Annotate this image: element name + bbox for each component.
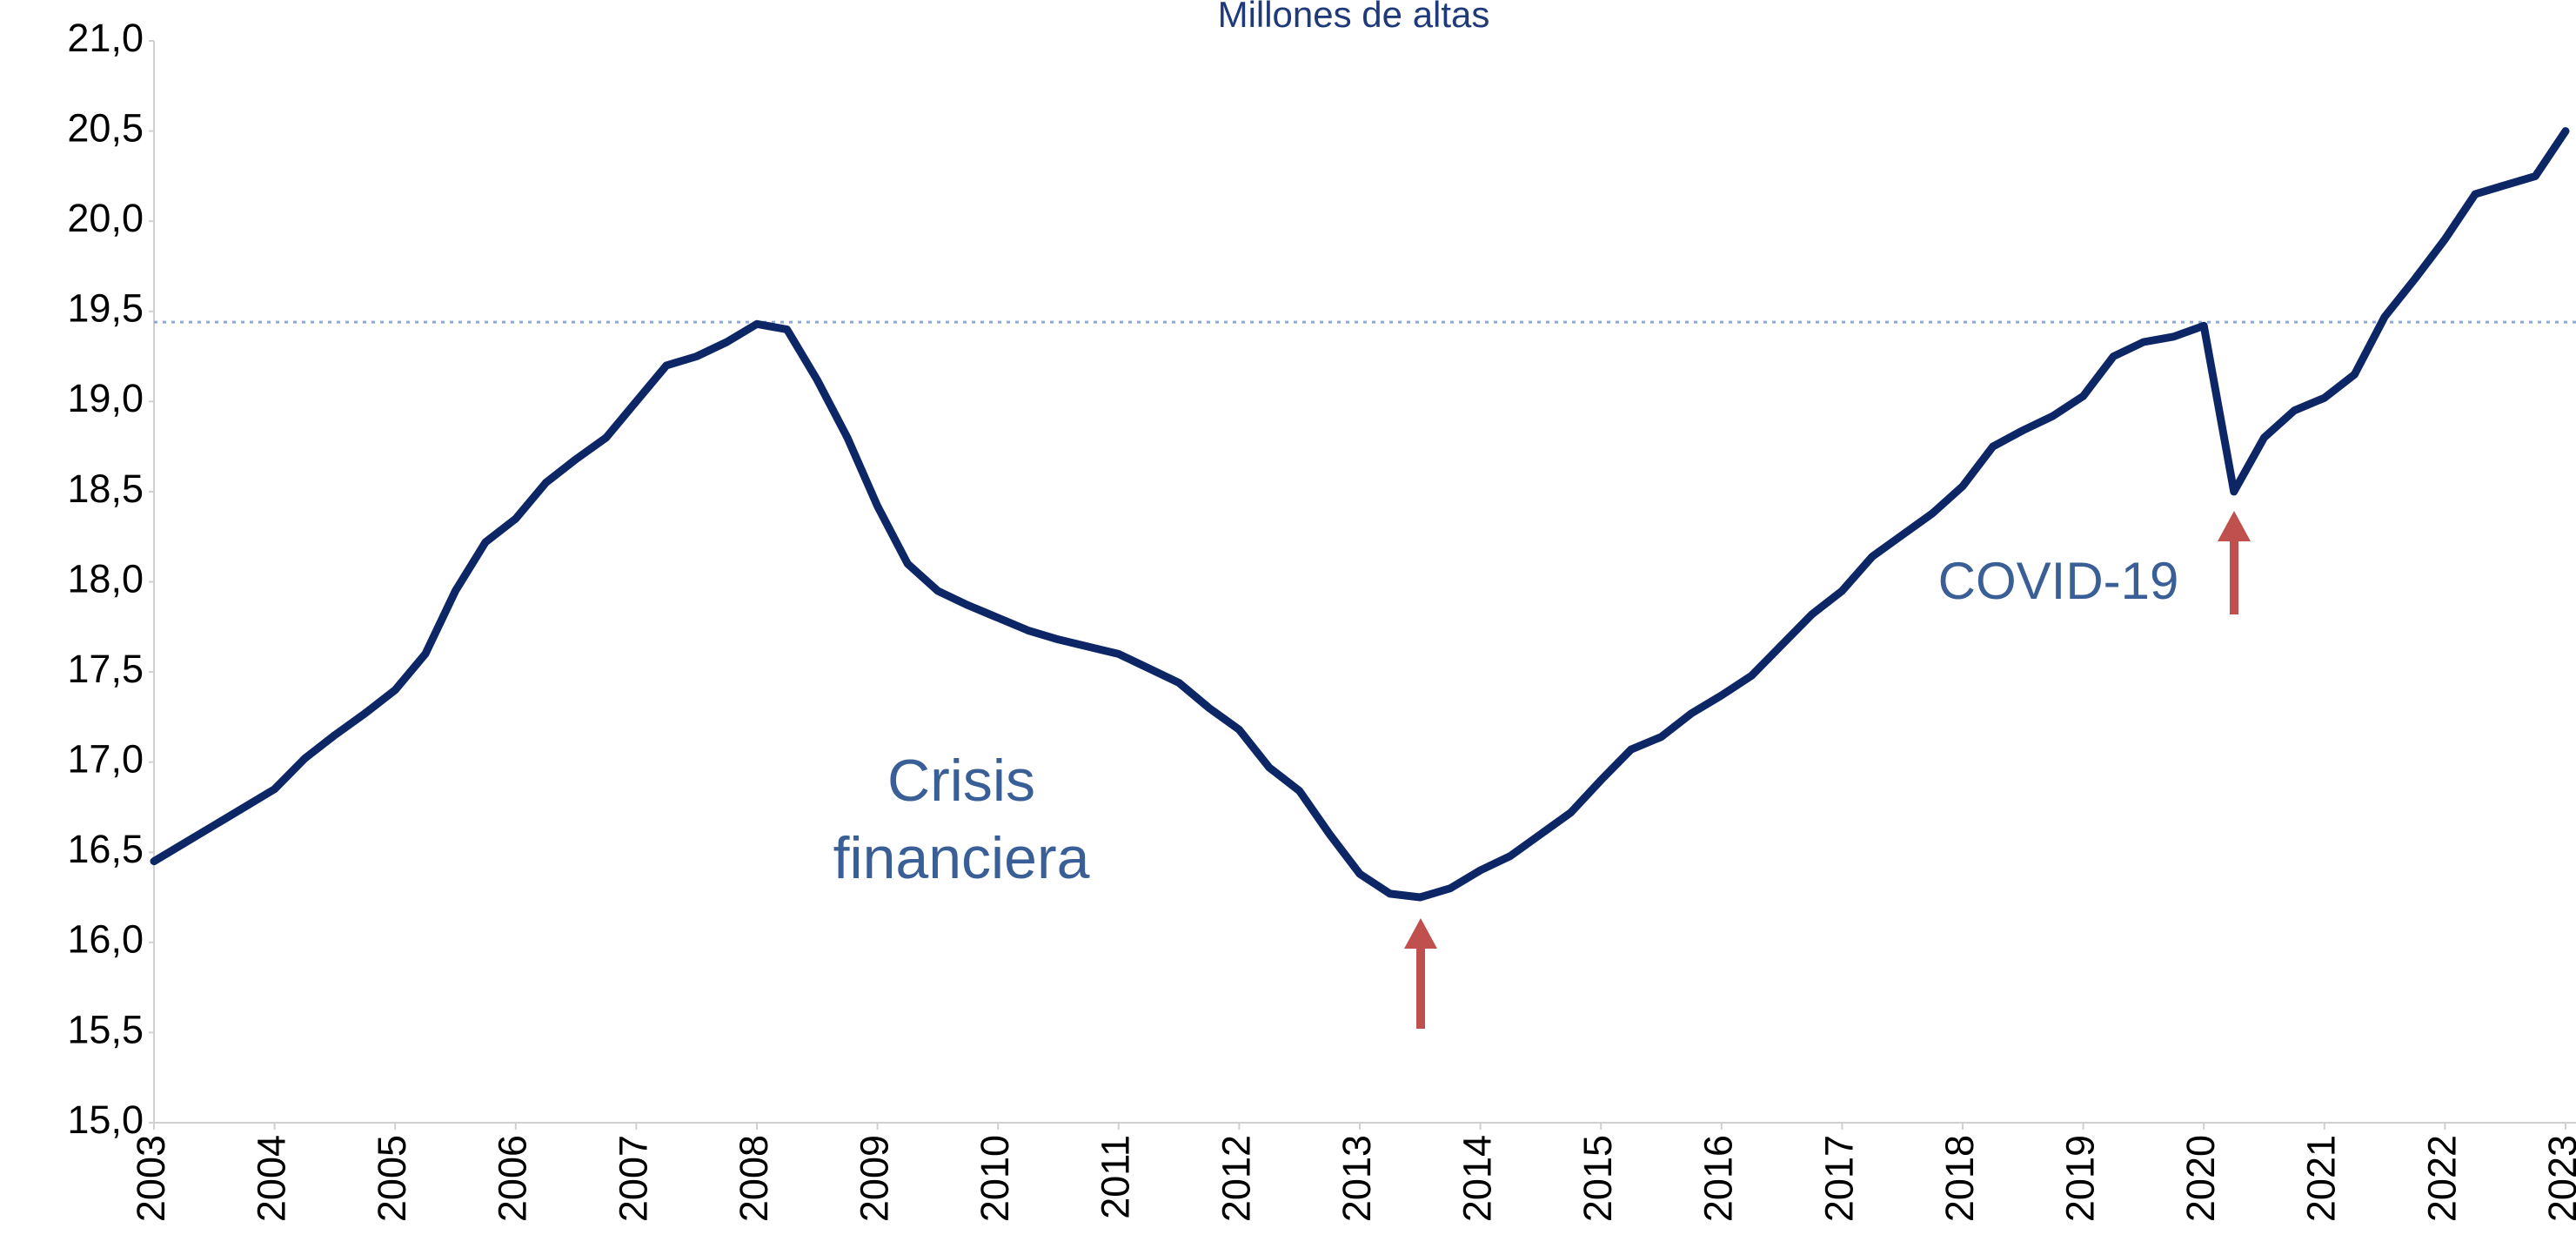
y-tick-label: 18,5 [67,466,144,511]
x-tick-label: 2019 [2057,1135,2102,1222]
y-tick-label: 20,0 [67,196,144,240]
x-tick-label: 2021 [2299,1135,2344,1222]
x-tick-label: 2018 [1937,1135,1982,1222]
x-tick-label: 2003 [129,1135,173,1222]
y-tick-label: 21,0 [67,16,144,60]
arrows [1404,511,2251,1029]
y-tick-label: 15,0 [67,1097,144,1142]
x-tick-label: 2017 [1817,1135,1861,1222]
x-tick-label: 2006 [491,1135,535,1222]
y-tick-label: 18,0 [67,556,144,601]
y-tick-label: 16,0 [67,917,144,962]
y-tick-label: 16,5 [67,827,144,871]
chart-title: Millones de altas [1218,0,1490,35]
x-tick-label: 2016 [1696,1135,1741,1222]
annotation: Crisis [887,748,1035,814]
arrow-head [1404,918,1437,949]
x-tick-label: 2004 [249,1135,293,1222]
y-tick-label: 17,0 [67,737,144,782]
y-tick-label: 15,5 [67,1007,144,1051]
arrow-head [2218,511,2251,541]
x-tick-label: 2020 [2178,1135,2223,1222]
y-tick-label: 20,5 [67,105,144,150]
x-tick-label: 2005 [370,1135,414,1222]
x-tick-label: 2007 [611,1135,655,1222]
x-tick-label: 2008 [732,1135,776,1222]
x-tick-label: 2010 [973,1135,1017,1222]
y-tick-label: 19,5 [67,286,144,331]
x-tick-label: 2022 [2419,1135,2464,1222]
x-tick-label: 2009 [852,1135,896,1222]
x-tick-label: 2011 [1094,1135,1138,1219]
x-tick-label: 2013 [1335,1135,1379,1222]
x-tick-label: 2015 [1576,1135,1620,1222]
series-line [150,127,2570,902]
y-tick-label: 19,0 [67,376,144,420]
x-tick-label: 2014 [1455,1135,1499,1222]
x-tick-label: 2023 [2540,1135,2576,1222]
y-tick-label: 17,5 [67,647,144,691]
annotation: COVID-19 [1938,552,2179,610]
annotation: financiera [833,825,1090,891]
x-tick-label: 2012 [1214,1135,1258,1222]
